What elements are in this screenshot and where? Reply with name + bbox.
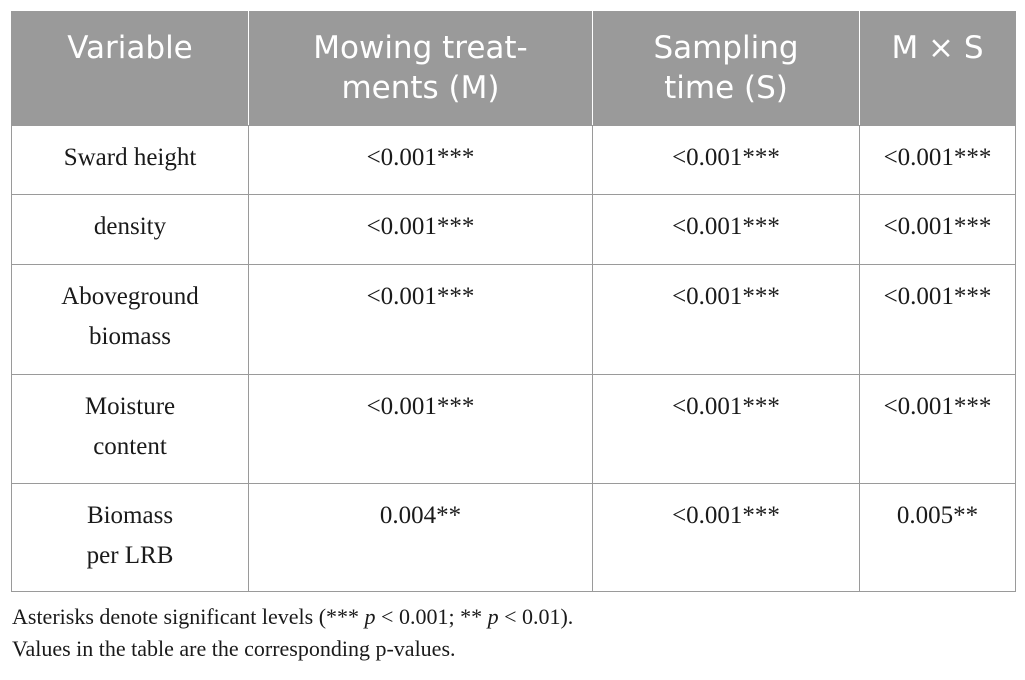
header-sampling-line-2: time (S) [664, 70, 788, 106]
cell-sampling: <0.001*** [592, 264, 860, 375]
header-interaction-label: M × S [891, 30, 984, 66]
p-symbol: p [487, 604, 499, 629]
cell-interaction: <0.001*** [859, 264, 1016, 375]
variable-line: Aboveground [61, 283, 199, 310]
variable-line: density [93, 213, 167, 240]
cell-interaction: <0.001*** [859, 125, 1016, 195]
table-row: Sward height <0.001*** <0.001*** <0.001*… [11, 125, 1016, 195]
header-sampling: Sampling time (S) [592, 11, 860, 126]
table-row: Moisture content <0.001*** <0.001*** <0.… [11, 374, 1016, 484]
footnote-text: < 0.001; ** [375, 604, 488, 629]
cell-interaction: <0.001*** [859, 374, 1016, 484]
cell-variable: Aboveground biomass [11, 264, 249, 375]
footnote-text: Asterisks denote significant levels (*** [12, 604, 365, 629]
cell-variable: density [11, 194, 249, 265]
header-variable-label: Variable [67, 30, 193, 66]
header-sampling-line-1: Sampling [653, 30, 799, 66]
table-row: Biomass per LRB 0.004** <0.001*** 0.005*… [11, 483, 1016, 592]
cell-mowing: 0.004** [248, 483, 593, 592]
table-footnotes: Asterisks denote significant levels (***… [12, 601, 1017, 665]
cell-mowing: <0.001*** [248, 264, 593, 375]
variable-line: Moisture [84, 393, 176, 420]
cell-mowing: <0.001*** [248, 374, 593, 484]
cell-sampling: <0.001*** [592, 125, 860, 195]
header-interaction: M × S [859, 11, 1016, 126]
cell-mowing: <0.001*** [248, 194, 593, 265]
header-variable: Variable [11, 11, 249, 126]
results-table: Variable Mowing treat- ments (M) Samplin… [11, 11, 1016, 592]
cell-variable: Sward height [11, 125, 249, 195]
footnote-text: < 0.01). [498, 604, 574, 629]
cell-variable: Moisture content [11, 374, 249, 484]
cell-interaction: 0.005** [859, 483, 1016, 592]
table-row: density <0.001*** <0.001*** <0.001*** [11, 194, 1016, 265]
p-symbol: p [364, 604, 376, 629]
cell-variable: Biomass per LRB [11, 483, 249, 592]
variable-line: biomass [89, 323, 171, 350]
cell-sampling: <0.001*** [592, 483, 860, 592]
variable-line: per LRB [86, 542, 174, 569]
header-mowing: Mowing treat- ments (M) [248, 11, 593, 126]
header-mowing-line-1: Mowing treat- [313, 30, 528, 66]
footnote-significance: Asterisks denote significant levels (***… [12, 601, 1017, 633]
footnote-pvalues: Values in the table are the correspondin… [12, 636, 456, 661]
header-row: Variable Mowing treat- ments (M) Samplin… [11, 11, 1016, 126]
cell-sampling: <0.001*** [592, 374, 860, 484]
variable-line: Biomass [86, 502, 174, 529]
cell-sampling: <0.001*** [592, 194, 860, 265]
header-mowing-line-2: ments (M) [341, 70, 500, 106]
variable-line: Sward height [63, 144, 197, 171]
cell-mowing: <0.001*** [248, 125, 593, 195]
variable-line: content [93, 433, 167, 460]
cell-interaction: <0.001*** [859, 194, 1016, 265]
table-row: Aboveground biomass <0.001*** <0.001*** … [11, 264, 1016, 375]
